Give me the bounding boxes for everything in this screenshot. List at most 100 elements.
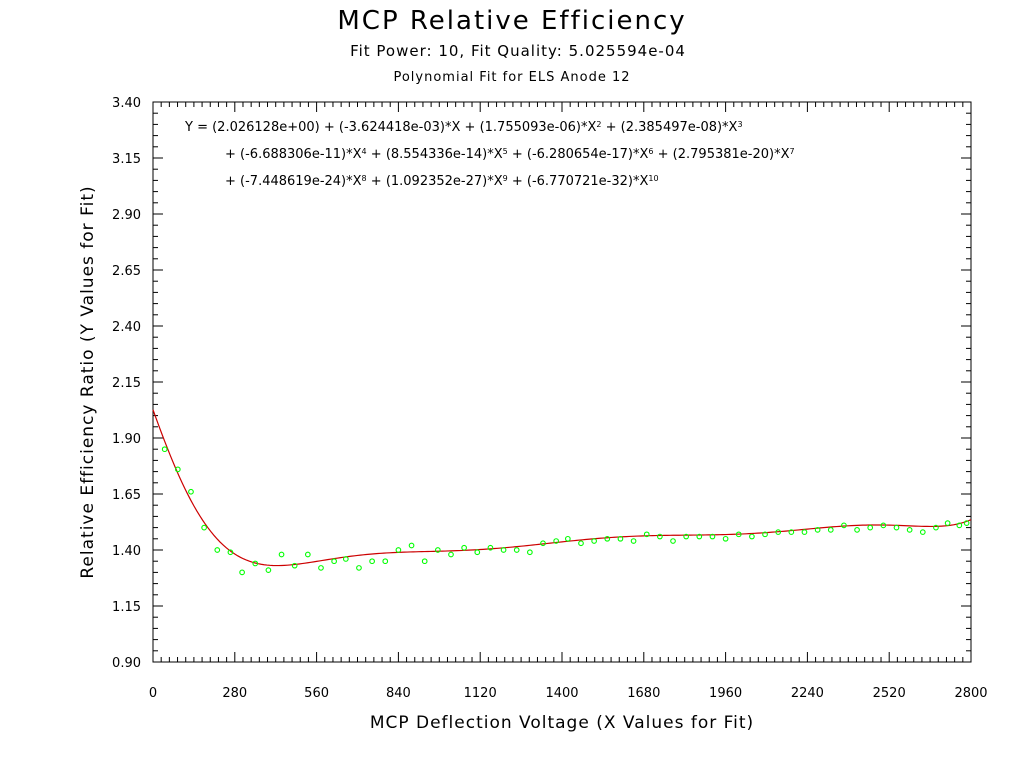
data-point: [239, 569, 245, 576]
chart-title: MCP Relative Efficiency: [337, 6, 686, 36]
equation-line-2: + (-6.688306e-11)*X4 + (8.554336e-14)*X5…: [225, 147, 795, 163]
data-point: [421, 558, 428, 565]
data-point: [696, 533, 703, 540]
data-point: [188, 488, 194, 495]
fit-equation: Y = (2.026128e+00) + (-3.624418e-03)*X +…: [184, 120, 795, 190]
data-point: [227, 549, 234, 556]
x-tick-label: 840: [386, 686, 411, 701]
data-point: [657, 533, 663, 540]
x-tick-label: 1120: [464, 686, 497, 701]
data-point: [369, 558, 375, 565]
data-point: [342, 556, 349, 562]
data-point: [461, 544, 467, 551]
chart-subtitle: Fit Power: 10, Fit Quality: 5.025594e-04: [350, 42, 686, 60]
chart-subtitle-2: Polynomial Fit for ELS Anode 12: [393, 70, 630, 85]
data-point: [291, 562, 298, 569]
x-tick-label: 280: [222, 686, 247, 701]
data-point: [814, 526, 821, 533]
fit-curve-line: [152, 409, 972, 567]
data-point: [487, 544, 494, 551]
x-axis-label: MCP Deflection Voltage (X Values for Fit…: [370, 713, 754, 733]
data-point: [643, 531, 650, 538]
data-point: [735, 531, 742, 538]
data-point: [827, 526, 834, 533]
data-point: [265, 567, 272, 574]
data-point: [604, 535, 611, 542]
data-point: [709, 533, 716, 540]
data-point: [434, 547, 441, 553]
data-point: [788, 529, 795, 535]
x-tick-labels: 0 280 560 840 1120 1400 1680 1960 2240 2520 2800: [149, 686, 988, 701]
data-point: [893, 524, 900, 531]
y-tick-label: 2.65: [112, 264, 141, 279]
equation-line-1: Y = (2.026128e+00) + (-3.624418e-03)*X +…: [184, 120, 743, 136]
x-tick-label: 2800: [954, 686, 987, 701]
data-point: [448, 551, 454, 558]
y-tick-label: 1.90: [112, 432, 141, 447]
x-tick-label: 1400: [545, 686, 578, 701]
x-tick-label: 2520: [873, 686, 906, 701]
data-points: [161, 446, 970, 576]
data-point: [956, 522, 963, 529]
data-point: [382, 558, 389, 565]
data-point: [513, 547, 520, 553]
data-point: [161, 446, 168, 453]
data-point: [722, 535, 729, 542]
x-tick-label: 1680: [627, 686, 660, 701]
data-point: [906, 526, 913, 533]
y-tick-label: 3.15: [112, 152, 141, 167]
data-point: [318, 565, 324, 571]
data-point: [749, 533, 755, 540]
x-tick-label: 2240: [791, 686, 824, 701]
y-tick-label: 2.90: [112, 208, 141, 223]
data-point: [591, 538, 597, 544]
equation-line-3: + (-7.448619e-24)*X8 + (1.092352e-27)*X9…: [225, 174, 659, 190]
data-point: [201, 524, 207, 531]
data-point: [474, 549, 481, 556]
y-tick-label: 1.40: [112, 544, 141, 559]
data-point: [356, 565, 362, 571]
y-tick-labels: 0.90 1.15 1.40 1.65 1.90 2.15 2.40 2.65 2.90 3.15…: [112, 96, 141, 671]
data-point: [670, 538, 676, 544]
data-point: [617, 535, 624, 542]
data-point: [408, 542, 415, 549]
data-point: [841, 522, 847, 529]
data-point: [553, 538, 560, 544]
data-point: [331, 558, 337, 565]
y-tick-label: 1.15: [112, 600, 141, 615]
data-point: [395, 547, 402, 553]
y-tick-label: 2.15: [112, 376, 141, 391]
data-point: [252, 560, 259, 567]
y-axis-label: Relative Efficiency Ratio (Y Values for …: [78, 185, 98, 578]
data-point: [801, 529, 808, 535]
x-tick-label: 1960: [709, 686, 742, 701]
data-point: [278, 551, 285, 558]
tick-marks: [152, 101, 972, 663]
data-point: [683, 533, 690, 540]
data-point: [540, 540, 546, 547]
y-tick-label: 2.40: [112, 320, 141, 335]
y-tick-label: 3.40: [112, 96, 141, 111]
data-point: [919, 529, 926, 535]
data-point: [304, 551, 311, 558]
data-point: [933, 524, 939, 531]
data-point: [578, 540, 584, 547]
data-point: [762, 531, 768, 538]
data-point: [527, 549, 533, 556]
data-point: [775, 529, 782, 535]
data-point: [630, 538, 637, 544]
data-point: [174, 466, 181, 473]
data-point: [963, 520, 970, 526]
x-tick-label: 0: [149, 686, 157, 701]
data-point: [500, 547, 507, 553]
y-tick-label: 0.90: [112, 656, 141, 671]
data-point: [880, 522, 887, 529]
data-point: [564, 535, 571, 542]
x-tick-label: 560: [304, 686, 329, 701]
data-point: [944, 520, 951, 526]
data-point: [867, 524, 874, 531]
data-point: [214, 547, 221, 553]
y-tick-label: 1.65: [112, 488, 141, 503]
